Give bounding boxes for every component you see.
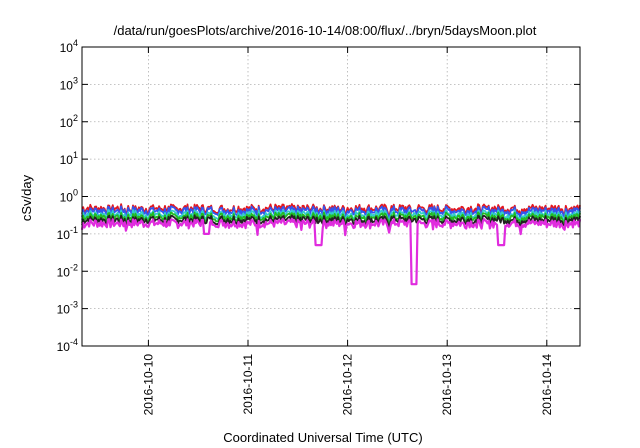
grid-lines: [82, 47, 580, 346]
y-tick-label: 104: [60, 38, 78, 55]
y-tick-label: 102: [60, 113, 78, 130]
y-tick-label: 10-4: [57, 337, 78, 354]
chart-title: /data/run/goesPlots/archive/2016-10-14/0…: [114, 23, 537, 38]
series-line-5: [81, 214, 581, 234]
series-line-6: [80, 217, 582, 286]
y-axis: 10-4 10-3 10-2 10-1 100 101 102 103 104: [57, 38, 580, 354]
y-tick-label: 10-1: [57, 225, 78, 242]
x-tick-label: 2016-10-13: [440, 354, 454, 416]
x-tick-label: 2016-10-14: [540, 354, 554, 416]
y-tick-label: 101: [60, 150, 78, 167]
y-tick-label: 103: [60, 75, 78, 92]
y-axis-label: cSv/day: [19, 174, 34, 221]
x-tick-label: 2016-10-11: [241, 354, 255, 415]
x-tick-label: 2016-10-10: [141, 354, 155, 416]
y-tick-label: 10-2: [57, 262, 78, 279]
x-axis: 2016-10-10 2016-10-11 2016-10-12 2016-10-13…: [141, 47, 554, 416]
series-lines: [80, 203, 582, 286]
y-tick-label: 10-3: [57, 300, 78, 317]
x-tick-label: 2016-10-12: [341, 354, 355, 416]
y-tick-label: 100: [60, 188, 78, 205]
x-axis-label: Coordinated Universal Time (UTC): [223, 430, 422, 445]
